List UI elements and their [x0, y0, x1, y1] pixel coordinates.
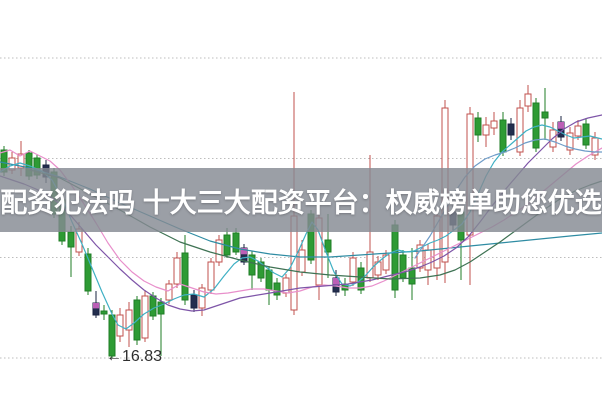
headline-banner-text: 配资犯法吗 十大三大配资平台：权威榜单助您优选	[0, 187, 602, 218]
low-price-annotation: ←16.83	[106, 348, 163, 365]
headline-banner: 配资犯法吗 十大三大配资平台：权威榜单助您优选	[0, 168, 602, 232]
